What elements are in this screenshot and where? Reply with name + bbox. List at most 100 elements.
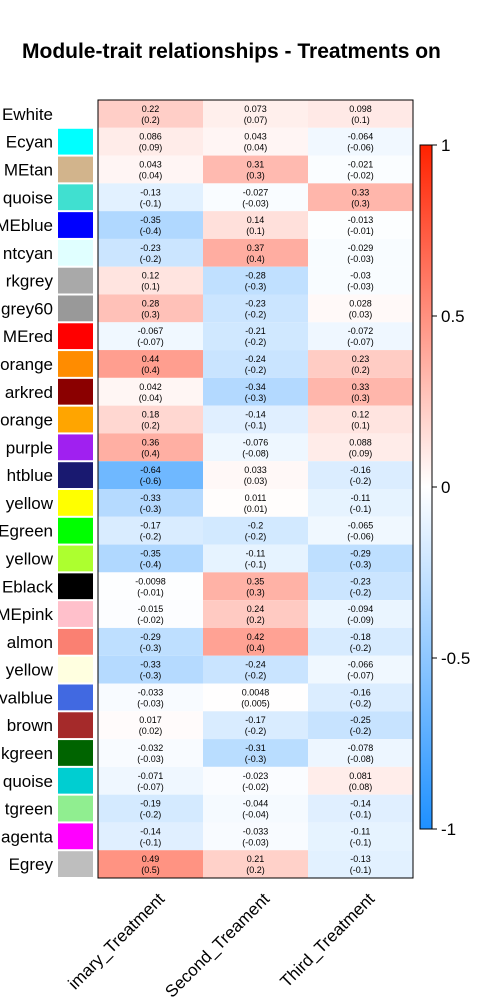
- cell-value-label: -0.19: [140, 799, 161, 809]
- cell-pvalue-label: (0.3): [351, 198, 370, 208]
- cell-value-label: -0.16: [350, 465, 371, 475]
- cell-value-label: -0.18: [350, 632, 371, 642]
- cell-value-label: -0.29: [140, 632, 161, 642]
- heatmap-cell: [98, 794, 203, 823]
- row-label: orange: [0, 355, 53, 374]
- cell-pvalue-label: (-0.2): [245, 671, 267, 681]
- cell-pvalue-label: (0.07): [244, 115, 268, 125]
- heatmap-cell: [308, 294, 413, 323]
- cell-pvalue-label: (-0.3): [140, 643, 162, 653]
- cell-value-label: -0.23: [245, 298, 266, 308]
- cell-pvalue-label: (-0.1): [245, 559, 267, 569]
- cell-value-label: -0.033: [243, 826, 269, 836]
- heatmap-cell: [308, 572, 413, 601]
- cell-value-label: 0.44: [142, 354, 160, 364]
- module-color-swatch: [58, 545, 93, 572]
- cell-value-label: -0.23: [350, 576, 371, 586]
- heatmap-cell: [308, 433, 413, 462]
- heatmap-cell: [203, 655, 308, 684]
- cell-value-label: -0.35: [140, 548, 161, 558]
- module-color-swatch: [58, 267, 93, 294]
- cell-value-label: -0.032: [138, 743, 164, 753]
- cell-value-label: -0.33: [140, 493, 161, 503]
- cell-value-label: -0.029: [348, 243, 374, 253]
- row-label: MEred: [3, 327, 53, 346]
- cell-value-label: -0.065: [348, 521, 374, 531]
- row-label: Eblack: [2, 577, 54, 596]
- cell-pvalue-label: (-0.2): [350, 698, 372, 708]
- cell-value-label: 0.033: [244, 465, 267, 475]
- heatmap-cell: [203, 627, 308, 656]
- heatmap-cell: [308, 211, 413, 239]
- heatmap-cell: [203, 544, 308, 573]
- cell-value-label: 0.28: [142, 298, 160, 308]
- cell-pvalue-label: (0.2): [141, 115, 160, 125]
- cell-pvalue-label: (0.09): [139, 143, 163, 153]
- heatmap-cell: [308, 377, 413, 406]
- cell-value-label: -0.013: [348, 215, 374, 225]
- module-color-swatch: [58, 490, 93, 516]
- heatmap-cell: [98, 322, 203, 351]
- cell-value-label: 0.33: [352, 187, 370, 197]
- heatmap-cell: [308, 794, 413, 823]
- cell-pvalue-label: (0.08): [349, 782, 373, 792]
- cell-value-label: 0.23: [352, 354, 370, 364]
- heatmap-cell: [308, 822, 413, 851]
- row-label: yellow: [6, 494, 54, 513]
- cell-pvalue-label: (-0.2): [350, 726, 372, 736]
- cell-value-label: -0.072: [348, 326, 374, 336]
- cell-value-label: 0.073: [244, 104, 267, 114]
- cell-value-label: -0.0098: [135, 576, 166, 586]
- cell-pvalue-label: (0.01): [244, 504, 268, 514]
- cell-value-label: 0.028: [349, 298, 372, 308]
- row-label: rkgrey: [6, 272, 54, 291]
- heatmap-cell: [98, 211, 203, 239]
- heatmap-cell: [203, 711, 308, 740]
- color-scale-ticks: 1 0.5 0 -0.5 -1: [432, 136, 470, 839]
- heatmap-cell: [203, 155, 308, 184]
- row-label: yellow: [6, 661, 54, 680]
- heatmap-cell: [203, 433, 308, 462]
- cell-value-label: -0.03: [350, 271, 371, 281]
- cell-value-label: 0.42: [247, 632, 265, 642]
- heatmap-cell: [308, 683, 413, 712]
- cell-pvalue-label: (-0.1): [140, 198, 162, 208]
- cell-pvalue-label: (-0.03): [242, 837, 269, 847]
- cell-value-label: 0.14: [247, 215, 265, 225]
- cell-pvalue-label: (-0.03): [347, 254, 374, 264]
- heatmap-cell: [98, 127, 203, 156]
- cell-pvalue-label: (0.2): [141, 421, 160, 431]
- heatmap-cells: 0.22(0.2)0.073(0.07)0.098(0.1)0.086(0.09…: [98, 100, 413, 878]
- cell-value-label: -0.064: [348, 132, 374, 142]
- cell-pvalue-label: (-0.1): [350, 837, 372, 847]
- heatmap-cell: [308, 100, 413, 128]
- heatmap-cell: [98, 100, 203, 128]
- cell-pvalue-label: (-0.08): [347, 754, 374, 764]
- module-color-swatch: [58, 712, 93, 739]
- cell-pvalue-label: (-0.2): [140, 532, 162, 542]
- cell-value-label: 0.22: [142, 104, 160, 114]
- heatmap-cell: [203, 516, 308, 545]
- cell-pvalue-label: (-0.1): [350, 810, 372, 820]
- heatmap-cell: [308, 544, 413, 573]
- cell-value-label: -0.067: [138, 326, 164, 336]
- cell-pvalue-label: (-0.4): [140, 226, 162, 236]
- cell-value-label: -0.033: [138, 687, 164, 697]
- heatmap-cell: [98, 683, 203, 712]
- cell-value-label: 0.37: [247, 243, 265, 253]
- cell-value-label: 0.24: [247, 604, 265, 614]
- cell-value-label: -0.044: [243, 799, 269, 809]
- cell-value-label: -0.2: [248, 521, 264, 531]
- cell-pvalue-label: (0.1): [351, 115, 370, 125]
- heatmap-cell: [98, 822, 203, 851]
- heatmap-cell: [203, 266, 308, 295]
- cell-pvalue-label: (0.09): [349, 448, 373, 458]
- heatmap-cell: [203, 600, 308, 628]
- row-label: arkred: [5, 383, 53, 402]
- heatmap-cell: [203, 377, 308, 406]
- heatmap-cell: [308, 183, 413, 212]
- cell-value-label: 0.12: [352, 410, 370, 420]
- module-color-swatch: [58, 628, 93, 655]
